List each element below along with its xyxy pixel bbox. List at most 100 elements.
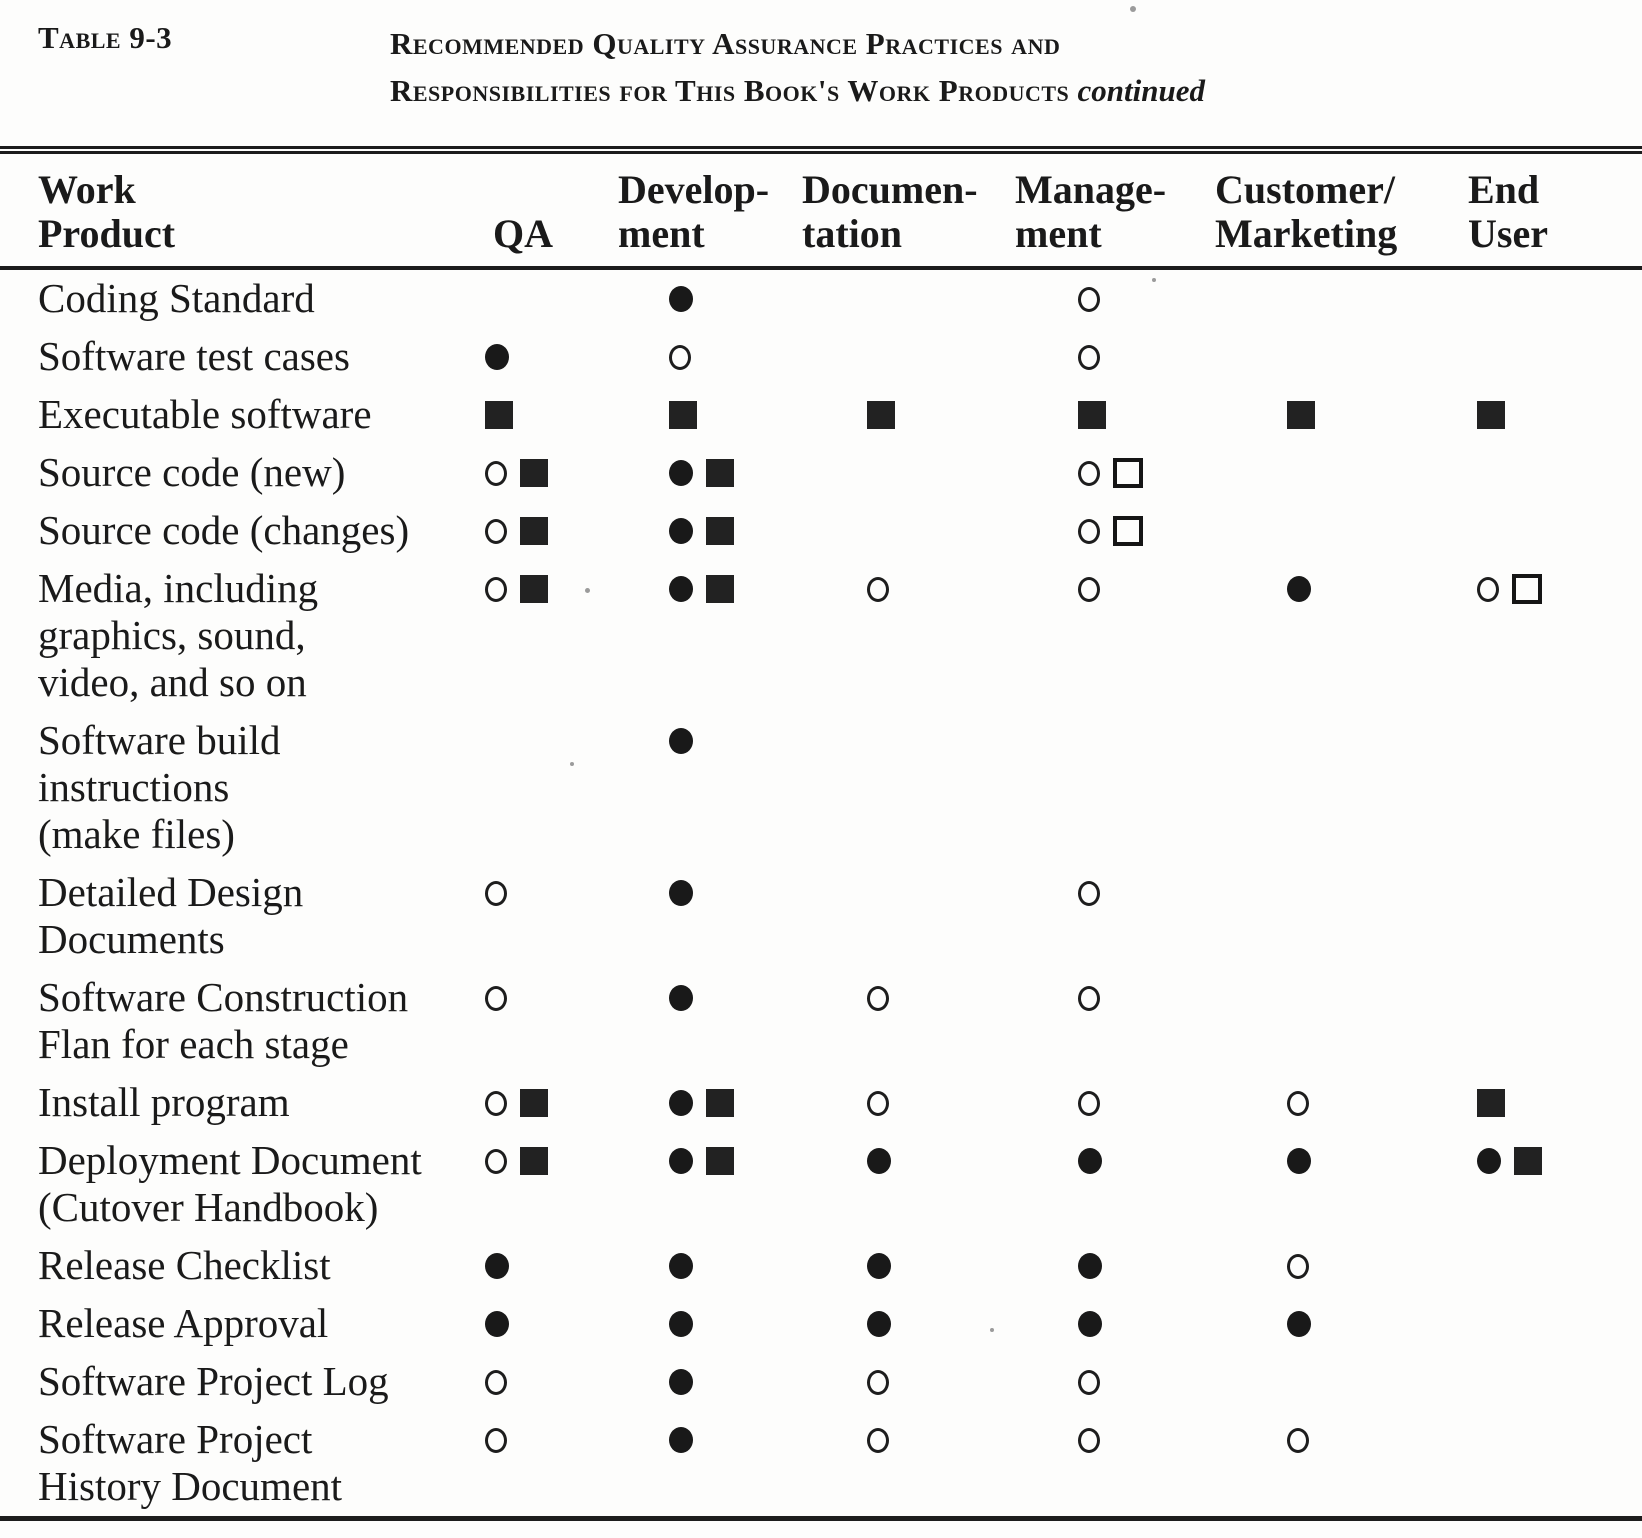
qa-cell (450, 502, 595, 560)
table-row: Detailed Design Documents (0, 864, 1642, 969)
open-circle-symbol (1078, 519, 1100, 544)
table-row: Software build instructions (make files) (0, 712, 1642, 864)
management-cell (957, 864, 1182, 969)
management-cell (957, 268, 1182, 328)
filled-square-symbol (706, 459, 734, 487)
open-circle-symbol (485, 577, 507, 602)
open-circle-symbol (1287, 1091, 1309, 1116)
work-product-label: Install program (38, 1079, 290, 1125)
filled-circle-symbol (669, 1311, 693, 1337)
end-user-cell (1377, 1132, 1642, 1237)
management-cell (957, 1295, 1182, 1353)
table-caption: Table 9-3 Recommended Quality Assurance … (0, 20, 1642, 116)
qa-cell (450, 1132, 595, 1237)
work-product-label: Deployment Document (Cutover Handbook) (38, 1137, 422, 1230)
work-product-label: Software Project History Document (38, 1416, 343, 1509)
filled-square-symbol (520, 459, 548, 487)
qa-cell (450, 1237, 595, 1295)
open-circle-symbol (485, 461, 507, 486)
table-row: Deployment Document (Cutover Handbook) (0, 1132, 1642, 1237)
documentation-cell (767, 328, 957, 386)
column-header-work-product: Work Product (0, 146, 450, 270)
filled-circle-symbol (669, 1427, 693, 1453)
table-row: Coding Standard (0, 268, 1642, 328)
open-circle-symbol (1078, 461, 1100, 486)
customer-marketing-cell (1182, 1237, 1377, 1295)
filled-circle-symbol (669, 1253, 693, 1279)
development-cell (595, 1411, 767, 1519)
filled-square-symbol (1477, 1089, 1505, 1117)
work-product-label: Software test cases (38, 333, 350, 379)
open-circle-symbol (485, 986, 507, 1011)
development-cell (595, 1295, 767, 1353)
end-user-cell (1377, 560, 1642, 712)
scan-speckle (585, 588, 590, 593)
customer-marketing-cell (1182, 386, 1377, 444)
open-circle-symbol (1078, 1370, 1100, 1395)
work-product-label: Source code (new) (38, 449, 346, 495)
development-cell (595, 502, 767, 560)
filled-circle-symbol (867, 1148, 891, 1174)
end-user-cell (1377, 712, 1642, 864)
filled-circle-symbol (669, 460, 693, 486)
development-cell (595, 560, 767, 712)
work-product-label: Software build instructions (make files) (38, 717, 281, 857)
qa-cell (450, 1295, 595, 1353)
qa-cell (450, 328, 595, 386)
filled-circle-symbol (485, 1311, 509, 1337)
table-header: Work Product QA Develop- ment Documen- t… (0, 146, 1642, 270)
management-cell (957, 969, 1182, 1074)
filled-circle-symbol (1078, 1253, 1102, 1279)
table-title-continued: continued (1077, 73, 1206, 108)
customer-marketing-cell (1182, 268, 1377, 328)
filled-square-symbol (706, 1089, 734, 1117)
end-user-cell (1377, 444, 1642, 502)
filled-circle-symbol (485, 344, 509, 370)
open-circle-symbol (485, 1428, 507, 1453)
open-circle-symbol (867, 1091, 889, 1116)
open-circle-symbol (1078, 1428, 1100, 1453)
open-circle-symbol (485, 1149, 507, 1174)
open-circle-symbol (1078, 577, 1100, 602)
work-product-label: Executable software (38, 391, 372, 437)
management-cell (957, 328, 1182, 386)
documentation-cell (767, 268, 957, 328)
work-product-label: Software Construction Flan for each stag… (38, 974, 409, 1067)
documentation-cell (767, 502, 957, 560)
end-user-cell (1377, 969, 1642, 1074)
work-product-label: Source code (changes) (38, 507, 410, 553)
table-row: Software test cases (0, 328, 1642, 386)
qa-cell (450, 1353, 595, 1411)
header-row: Work Product QA Develop- ment Documen- t… (0, 146, 1642, 270)
work-product-label: Coding Standard (38, 275, 315, 321)
open-circle-symbol (1287, 1428, 1309, 1453)
open-circle-symbol (485, 1091, 507, 1116)
documentation-cell (767, 1295, 957, 1353)
filled-circle-symbol (867, 1253, 891, 1279)
open-square-symbol (1113, 458, 1143, 488)
management-cell (957, 560, 1182, 712)
qa-cell (450, 1074, 595, 1132)
open-circle-symbol (1078, 986, 1100, 1011)
open-circle-symbol (1287, 1254, 1309, 1279)
end-user-cell (1377, 502, 1642, 560)
column-header-management: Manage- ment (957, 146, 1182, 270)
development-cell (595, 268, 767, 328)
work-product-label: Release Approval (38, 1300, 329, 1346)
filled-circle-symbol (669, 985, 693, 1011)
documentation-cell (767, 1074, 957, 1132)
filled-circle-symbol (1287, 576, 1311, 602)
qa-cell (450, 969, 595, 1074)
documentation-cell (767, 1132, 957, 1237)
customer-marketing-cell (1182, 444, 1377, 502)
end-user-cell (1377, 1237, 1642, 1295)
qa-cell (450, 560, 595, 712)
filled-square-symbol (1287, 401, 1315, 429)
filled-circle-symbol (1078, 1311, 1102, 1337)
table-row: Software Construction Flan for each stag… (0, 969, 1642, 1074)
documentation-cell (767, 712, 957, 864)
documentation-cell (767, 386, 957, 444)
work-product-label: Release Checklist (38, 1242, 331, 1288)
customer-marketing-cell (1182, 1411, 1377, 1519)
development-cell (595, 969, 767, 1074)
